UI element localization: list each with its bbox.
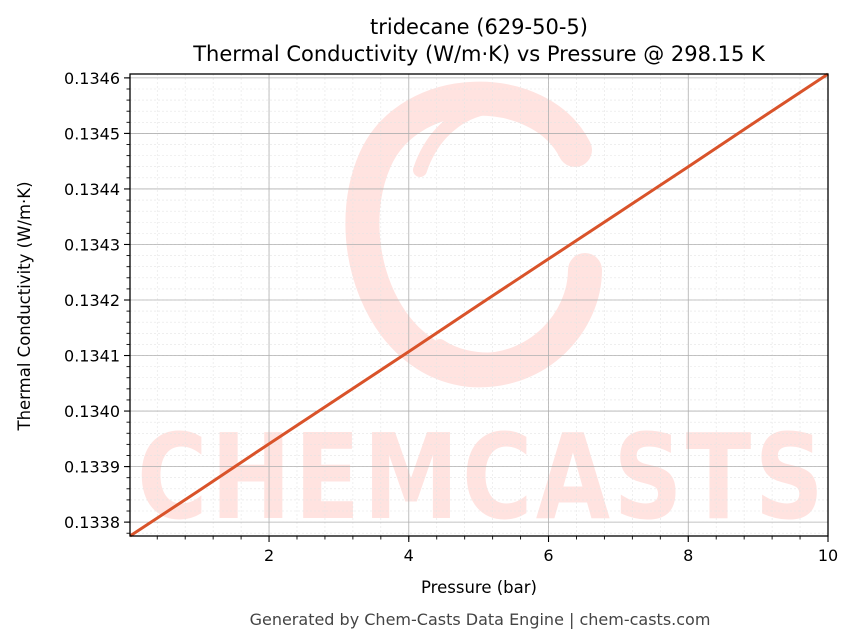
y-tick-label: 0.1342	[64, 291, 120, 310]
y-tick-label: 0.1344	[64, 180, 120, 199]
x-tick-label: 10	[818, 546, 838, 565]
x-tick-label: 2	[264, 546, 274, 565]
x-axis-ticks: 2 4 6 8 10	[156, 536, 838, 565]
watermark: CHEMCASTS	[137, 81, 827, 546]
y-tick-label: 0.1338	[64, 513, 120, 532]
x-tick-label: 4	[404, 546, 414, 565]
x-tick-label: 6	[543, 546, 553, 565]
y-tick-label: 0.1345	[64, 124, 120, 143]
y-axis-label: Thermal Conductivity (W/m·K)	[15, 181, 34, 431]
x-tick-label: 8	[683, 546, 693, 565]
y-axis-ticks: 0.1338 0.1339 0.1340 0.1341 0.1342 0.1343 0.13…	[64, 69, 130, 534]
plot-frame	[129, 73, 829, 537]
chart-subtitle: Thermal Conductivity (W/m·K) vs Pressure…	[192, 42, 766, 66]
chart-title: tridecane (629-50-5)	[370, 15, 588, 39]
series-layer	[129, 72, 829, 538]
footer-credit: Generated by Chem-Casts Data Engine | ch…	[250, 610, 711, 629]
chem-casts-swirl-logo-icon	[345, 81, 602, 388]
y-tick-label: 0.1346	[64, 69, 120, 88]
y-tick-label: 0.1343	[64, 235, 120, 254]
series-line	[129, 72, 829, 538]
watermark-text: CHEMCASTS	[137, 408, 827, 546]
x-axis-label: Pressure (bar)	[421, 578, 537, 597]
y-tick-label: 0.1341	[64, 347, 120, 366]
y-tick-label: 0.1340	[64, 402, 120, 421]
y-tick-label: 0.1339	[64, 458, 120, 477]
major-grid	[130, 74, 829, 536]
